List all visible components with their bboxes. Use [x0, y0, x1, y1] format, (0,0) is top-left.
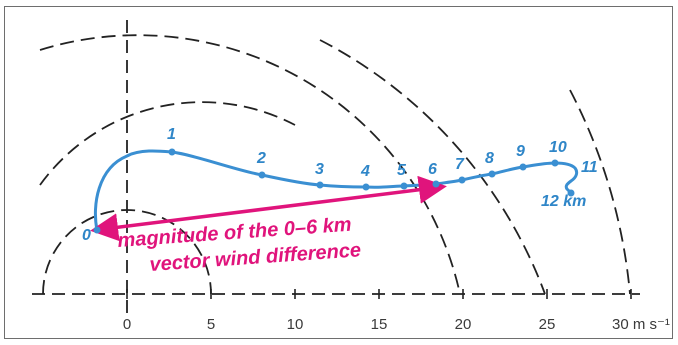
height-labels: 0 1 2 3 4 5 6 7 8 9 10 11 12 km: [82, 126, 598, 244]
height-label-top: 12 km: [541, 193, 586, 210]
x-tick-label: 20: [455, 316, 472, 333]
height-label: 5: [397, 162, 407, 179]
hodograph-point: [567, 189, 575, 197]
height-label: 0: [82, 227, 91, 244]
height-label: 6: [428, 161, 437, 178]
range-ring-25: [319, 39, 546, 295]
figure-frame: [4, 6, 673, 339]
x-tick-label: 5: [207, 316, 215, 333]
x-tick-label: 25: [539, 316, 556, 333]
height-label: 8: [485, 150, 494, 167]
height-label: 4: [360, 163, 370, 180]
hodograph-point: [551, 159, 559, 167]
height-label: 9: [516, 143, 525, 160]
x-tick-label: 30 m s⁻¹: [612, 316, 670, 333]
shear-vector-arrow: [90, 175, 447, 242]
x-tick-label: 10: [287, 316, 304, 333]
hodograph-point: [93, 226, 101, 234]
x-ticks: [126, 289, 632, 299]
range-ring-30: [569, 89, 631, 295]
height-label: 11: [581, 159, 598, 176]
hodograph-point: [432, 180, 440, 188]
axes: [32, 20, 640, 315]
hodograph-point: [168, 148, 176, 156]
x-tick-labels: 0 5 10 15 20 25 30 m s⁻¹: [123, 316, 670, 333]
height-label: 1: [167, 126, 176, 143]
height-label: 3: [315, 161, 324, 178]
height-label: 2: [256, 150, 266, 167]
hodograph-point: [316, 181, 324, 189]
height-label: 10: [549, 139, 567, 156]
hodograph-point: [400, 182, 408, 190]
hodograph-point: [488, 170, 496, 178]
hodograph-points: [93, 148, 575, 234]
hodograph-point: [258, 171, 266, 179]
x-tick-label: 0: [123, 316, 131, 333]
x-tick-label: 15: [371, 316, 388, 333]
hodograph-point: [519, 163, 527, 171]
hodograph-point: [362, 183, 370, 191]
hodograph-point: [458, 176, 466, 184]
height-label: 7: [455, 156, 465, 173]
